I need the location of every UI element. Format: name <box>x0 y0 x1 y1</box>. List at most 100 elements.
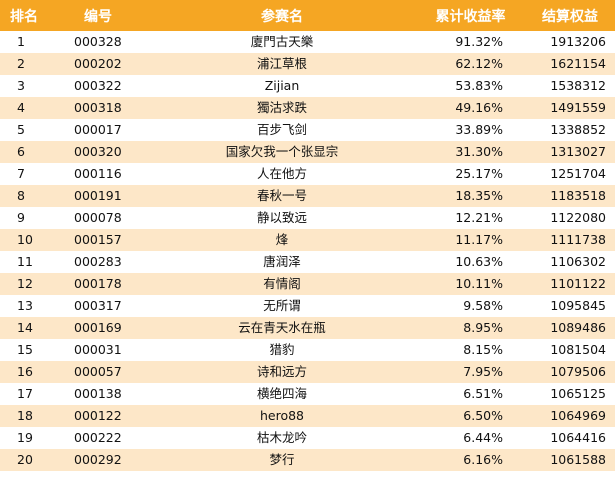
id-cell: 000283 <box>48 251 148 273</box>
id-cell: 000031 <box>48 339 148 361</box>
name-cell: 梦行 <box>148 449 416 471</box>
rank-cell: 10 <box>0 229 48 251</box>
rate-cell: 11.17% <box>416 229 525 251</box>
name-cell: 浦江草根 <box>148 53 416 75</box>
rate-cell: 9.58% <box>416 295 525 317</box>
id-cell: 000057 <box>48 361 148 383</box>
equity-cell: 1538312 <box>525 75 615 97</box>
equity-cell: 1064416 <box>525 427 615 449</box>
rank-cell: 19 <box>0 427 48 449</box>
rate-cell: 33.89% <box>416 119 525 141</box>
equity-cell: 1111738 <box>525 229 615 251</box>
rate-cell: 91.32% <box>416 31 525 53</box>
rate-cell: 6.16% <box>416 449 525 471</box>
id-cell: 000318 <box>48 97 148 119</box>
rank-cell: 9 <box>0 207 48 229</box>
name-cell: 有情阁 <box>148 273 416 295</box>
id-cell: 000138 <box>48 383 148 405</box>
id-cell: 000322 <box>48 75 148 97</box>
id-cell: 000169 <box>48 317 148 339</box>
rank-cell: 12 <box>0 273 48 295</box>
table-row: 6 000320 国家欠我一个张显宗 31.30% 1313027 <box>0 141 615 163</box>
id-cell: 000122 <box>48 405 148 427</box>
table-row: 4 000318 獨沽求跌 49.16% 1491559 <box>0 97 615 119</box>
table-row: 5 000017 百步飞剑 33.89% 1338852 <box>0 119 615 141</box>
name-cell: 诗和远方 <box>148 361 416 383</box>
name-cell: 枯木龙吟 <box>148 427 416 449</box>
id-cell: 000191 <box>48 185 148 207</box>
equity-cell: 1106302 <box>525 251 615 273</box>
rank-cell: 2 <box>0 53 48 75</box>
equity-cell: 1338852 <box>525 119 615 141</box>
name-cell: 烽 <box>148 229 416 251</box>
name-cell: 静以致远 <box>148 207 416 229</box>
rate-cell: 49.16% <box>416 97 525 119</box>
equity-cell: 1913206 <box>525 31 615 53</box>
equity-cell: 1095845 <box>525 295 615 317</box>
table-row: 17 000138 横绝四海 6.51% 1065125 <box>0 383 615 405</box>
rank-cell: 14 <box>0 317 48 339</box>
rate-cell: 8.95% <box>416 317 525 339</box>
table-row: 7 000116 人在他方 25.17% 1251704 <box>0 163 615 185</box>
rate-cell: 10.63% <box>416 251 525 273</box>
equity-cell: 1183518 <box>525 185 615 207</box>
rate-cell: 31.30% <box>416 141 525 163</box>
rank-cell: 16 <box>0 361 48 383</box>
name-cell: 唐润泽 <box>148 251 416 273</box>
rank-cell: 1 <box>0 31 48 53</box>
name-cell: hero88 <box>148 405 416 427</box>
header-rate: 累计收益率 <box>416 0 525 31</box>
table-row: 20 000292 梦行 6.16% 1061588 <box>0 449 615 471</box>
equity-cell: 1081504 <box>525 339 615 361</box>
rank-cell: 17 <box>0 383 48 405</box>
name-cell: 人在他方 <box>148 163 416 185</box>
rate-cell: 6.44% <box>416 427 525 449</box>
rate-cell: 18.35% <box>416 185 525 207</box>
equity-cell: 1491559 <box>525 97 615 119</box>
id-cell: 000178 <box>48 273 148 295</box>
rank-cell: 20 <box>0 449 48 471</box>
name-cell: Zijian <box>148 75 416 97</box>
rank-cell: 18 <box>0 405 48 427</box>
rank-cell: 3 <box>0 75 48 97</box>
name-cell: 云在青天水在瓶 <box>148 317 416 339</box>
name-cell: 春秋一号 <box>148 185 416 207</box>
table-row: 1 000328 廈門古天樂 91.32% 1913206 <box>0 31 615 53</box>
rate-cell: 10.11% <box>416 273 525 295</box>
table-header: 排名 编号 参赛名 累计收益率 结算权益 <box>0 0 615 31</box>
equity-cell: 1065125 <box>525 383 615 405</box>
id-cell: 000157 <box>48 229 148 251</box>
id-cell: 000017 <box>48 119 148 141</box>
header-row: 排名 编号 参赛名 累计收益率 结算权益 <box>0 0 615 31</box>
table-row: 14 000169 云在青天水在瓶 8.95% 1089486 <box>0 317 615 339</box>
id-cell: 000317 <box>48 295 148 317</box>
rank-cell: 15 <box>0 339 48 361</box>
header-rank: 排名 <box>0 0 48 31</box>
name-cell: 廈門古天樂 <box>148 31 416 53</box>
rank-cell: 13 <box>0 295 48 317</box>
table-row: 8 000191 春秋一号 18.35% 1183518 <box>0 185 615 207</box>
table-row: 11 000283 唐润泽 10.63% 1106302 <box>0 251 615 273</box>
rate-cell: 7.95% <box>416 361 525 383</box>
id-cell: 000202 <box>48 53 148 75</box>
equity-cell: 1101122 <box>525 273 615 295</box>
equity-cell: 1122080 <box>525 207 615 229</box>
table-row: 13 000317 无所谓 9.58% 1095845 <box>0 295 615 317</box>
rank-cell: 5 <box>0 119 48 141</box>
id-cell: 000078 <box>48 207 148 229</box>
rate-cell: 6.50% <box>416 405 525 427</box>
id-cell: 000116 <box>48 163 148 185</box>
id-cell: 000320 <box>48 141 148 163</box>
rate-cell: 62.12% <box>416 53 525 75</box>
name-cell: 獨沽求跌 <box>148 97 416 119</box>
rate-cell: 25.17% <box>416 163 525 185</box>
header-equity: 结算权益 <box>525 0 615 31</box>
table-row: 12 000178 有情阁 10.11% 1101122 <box>0 273 615 295</box>
name-cell: 横绝四海 <box>148 383 416 405</box>
table-row: 10 000157 烽 11.17% 1111738 <box>0 229 615 251</box>
table-body: 1 000328 廈門古天樂 91.32% 1913206 2 000202 浦江草根 62.1… <box>0 31 615 471</box>
equity-cell: 1064969 <box>525 405 615 427</box>
table-row: 15 000031 猎豹 8.15% 1081504 <box>0 339 615 361</box>
equity-cell: 1079506 <box>525 361 615 383</box>
table-row: 16 000057 诗和远方 7.95% 1079506 <box>0 361 615 383</box>
